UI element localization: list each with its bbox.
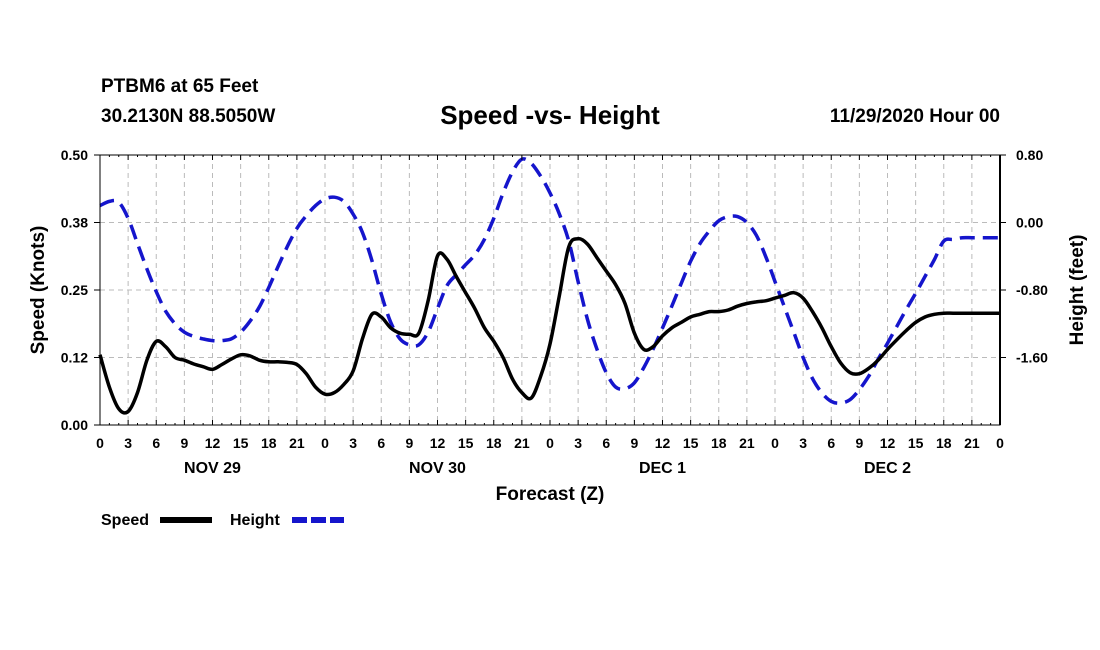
x-tick-label: 21 bbox=[739, 435, 755, 451]
series-line-height bbox=[99, 157, 1000, 405]
legend-label-height: Height bbox=[230, 512, 280, 529]
series-line-speed bbox=[98, 236, 1000, 415]
x-tick-label: 12 bbox=[205, 435, 221, 451]
date-label: NOV 30 bbox=[409, 460, 466, 477]
x-tick-label: 12 bbox=[880, 435, 896, 451]
forecast-run-time: 11/29/2020 Hour 00 bbox=[829, 106, 1000, 127]
x-tick-label: 0 bbox=[771, 435, 779, 451]
date-label: DEC 1 bbox=[639, 460, 686, 477]
x-tick-label: 3 bbox=[799, 435, 807, 451]
x-tick-label: 15 bbox=[458, 435, 474, 451]
x-tick-label: 18 bbox=[711, 435, 727, 451]
x-tick-label: 9 bbox=[630, 435, 638, 451]
series-layer bbox=[98, 157, 1000, 415]
x-tick-label: 3 bbox=[574, 435, 582, 451]
station-label: PTBM6 at 65 Feet bbox=[101, 76, 259, 97]
x-tick-label: 18 bbox=[936, 435, 952, 451]
y2-tick-label: 0.00 bbox=[1016, 215, 1043, 231]
x-tick-label: 6 bbox=[602, 435, 610, 451]
x-tick-label: 21 bbox=[514, 435, 530, 451]
x-tick-label: 12 bbox=[655, 435, 671, 451]
x-tick-label: 6 bbox=[152, 435, 160, 451]
x-tick-label: 0 bbox=[996, 435, 1004, 451]
x-tick-label: 9 bbox=[405, 435, 413, 451]
x-tick-label: 21 bbox=[289, 435, 305, 451]
legend-label-speed: Speed bbox=[101, 512, 149, 529]
date-label: NOV 29 bbox=[184, 460, 241, 477]
y-axis-title: Speed (Knots) bbox=[28, 226, 49, 355]
legend: Speed Height bbox=[101, 512, 344, 529]
y2-tick-label: 0.80 bbox=[1016, 147, 1043, 163]
station-coordinates: 30.2130N 88.5050W bbox=[101, 106, 276, 127]
x-tick-label: 3 bbox=[349, 435, 357, 451]
x-axis-title: Forecast (Z) bbox=[496, 484, 605, 505]
x-tick-label: 6 bbox=[827, 435, 835, 451]
y-tick-label: 0.50 bbox=[61, 147, 88, 163]
date-label: DEC 2 bbox=[864, 460, 911, 477]
x-tick-label: 0 bbox=[321, 435, 329, 451]
y2-tick-label: -0.80 bbox=[1016, 282, 1048, 298]
x-tick-label: 15 bbox=[683, 435, 699, 451]
y2-axis-title: Height (feet) bbox=[1067, 235, 1088, 346]
y-tick-label: 0.00 bbox=[61, 417, 88, 433]
x-tick-label: 9 bbox=[180, 435, 188, 451]
x-tick-label: 3 bbox=[124, 435, 132, 451]
x-tick-label: 12 bbox=[430, 435, 446, 451]
x-tick-label: 18 bbox=[486, 435, 502, 451]
x-tick-label: 9 bbox=[855, 435, 863, 451]
y-tick-label: 0.12 bbox=[61, 350, 88, 366]
chart-title: Speed -vs- Height bbox=[440, 100, 660, 130]
axes-layer bbox=[94, 154, 1006, 426]
y2-tick-label: -1.60 bbox=[1016, 350, 1048, 366]
x-tick-label: 6 bbox=[377, 435, 385, 451]
y-tick-label: 0.25 bbox=[61, 282, 88, 298]
x-tick-label: 18 bbox=[261, 435, 277, 451]
x-tick-label: 0 bbox=[96, 435, 104, 451]
y-tick-label: 0.38 bbox=[61, 215, 88, 231]
x-tick-label: 0 bbox=[546, 435, 554, 451]
x-tick-label: 21 bbox=[964, 435, 980, 451]
labels-layer: 0 3 6 9 12 15 18 21 0 3 6 9 12 15 18 21 0 3 6 9 12 15 18 21 0 3 6 9… bbox=[28, 147, 1088, 505]
x-tick-label: 15 bbox=[233, 435, 249, 451]
x-tick-label: 15 bbox=[908, 435, 924, 451]
